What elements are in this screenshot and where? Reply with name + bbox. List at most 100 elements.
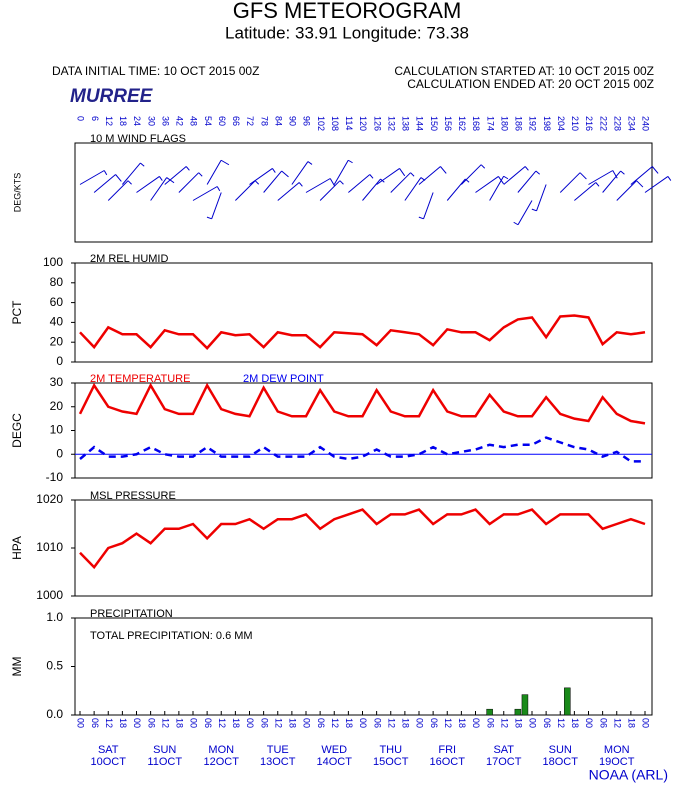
utc-hour-label: 12 (160, 718, 170, 728)
forecast-hour-label: 60 (217, 116, 227, 126)
bar (521, 694, 529, 716)
wind-flag (630, 166, 659, 185)
weekday-label: MON (604, 744, 630, 756)
weekday-label: THU (379, 744, 402, 756)
utc-hour-label: 12 (556, 718, 566, 728)
series-name: 2M DEW POINT (243, 373, 324, 385)
utc-hour-label: 18 (344, 718, 354, 728)
weekday-label: SUN (153, 744, 176, 756)
utc-hour-label: 18 (288, 718, 298, 728)
utc-hour-label: 06 (146, 718, 156, 728)
y-tick-label: 0.0 (46, 707, 63, 721)
wind-flag (489, 175, 509, 201)
y-tick-label: 1.0 (46, 610, 63, 624)
wind-flag (461, 164, 486, 185)
y-axis-label: HPA (10, 536, 24, 560)
date-label: 11OCT (147, 756, 182, 768)
subtitle: Latitude: 33.91 Longitude: 73.38 (225, 23, 469, 42)
forecast-hour-label: 168 (471, 116, 481, 131)
wind-flag (235, 180, 260, 201)
line-series (78, 382, 646, 425)
line-series (79, 508, 646, 570)
y-tick-label: 1020 (36, 492, 63, 506)
wind-flag (418, 166, 447, 185)
wind-flag (644, 176, 672, 193)
wind-flag (513, 200, 533, 226)
utc-hour-label: 18 (118, 718, 128, 728)
forecast-hour-label: 90 (288, 116, 298, 126)
panel-title: 10 M WIND FLAGS (90, 133, 186, 145)
forecast-hour-label: 198 (542, 116, 552, 131)
forecast-hour-label: 24 (132, 116, 142, 126)
series-name: PRECIPITATION (90, 608, 173, 620)
utc-hour-label: 00 (132, 718, 142, 728)
forecast-hour-label: 54 (203, 116, 213, 126)
forecast-hour-label: 174 (485, 116, 495, 131)
wind-flag (164, 166, 190, 185)
line-series (79, 436, 645, 463)
utc-hour-label: 00 (415, 718, 425, 728)
utc-hour-label: 00 (641, 718, 651, 728)
utc-hour-label: 18 (627, 718, 637, 728)
forecast-hour-label: 222 (598, 116, 608, 131)
forecast-hour-label: 96 (302, 116, 312, 126)
wind-flag (390, 172, 415, 193)
wind-flag (574, 182, 600, 201)
wind-flag (107, 180, 132, 201)
bar (486, 708, 493, 716)
calc-started: CALCULATION STARTED AT: 10 OCT 2015 00Z (394, 64, 654, 78)
forecast-hour-label: 126 (372, 116, 382, 131)
wind-flag (362, 178, 385, 201)
y-tick-label: -10 (46, 470, 64, 484)
wind-flag (277, 182, 303, 201)
wind-flag (291, 161, 313, 185)
utc-hour-label: 06 (485, 718, 495, 728)
utc-hour-label: 18 (175, 718, 185, 728)
location: MURREE (70, 86, 154, 107)
forecast-hour-label: 132 (386, 116, 396, 131)
utc-hour-label: 12 (386, 718, 396, 728)
utc-hour-label: 06 (203, 718, 213, 728)
utc-hour-label: 18 (514, 718, 524, 728)
forecast-hour-label: 72 (245, 116, 255, 126)
y-axis-label: PCT (10, 300, 24, 325)
forecast-hour-label: 150 (429, 116, 439, 131)
forecast-hour-label: 138 (401, 116, 411, 131)
y-axis-label: DEG/KTS (12, 173, 22, 213)
date-label: 16OCT (430, 756, 466, 768)
weekday-label: FRI (438, 744, 456, 756)
y-tick-label: 1010 (36, 540, 63, 554)
forecast-hour-label: 102 (316, 116, 326, 131)
date-label: 17OCT (486, 756, 522, 768)
date-label: 13OCT (260, 756, 296, 768)
forecast-hour-label: 186 (514, 116, 524, 131)
weekday-label: WED (321, 744, 347, 756)
wind-flag (192, 186, 221, 201)
wind-flag (150, 177, 175, 201)
forecast-hour-label: 48 (189, 116, 199, 126)
utc-hour-label: 06 (542, 718, 552, 728)
weekday-label: SAT (493, 744, 514, 756)
utc-hour-label: 00 (471, 718, 481, 728)
forecast-hour-label: 204 (556, 116, 566, 131)
utc-hour-label: 12 (330, 718, 340, 728)
wind-flag (178, 172, 203, 193)
forecast-hour-label: 66 (231, 116, 241, 126)
y-tick-label: 20 (50, 399, 64, 413)
bar (514, 708, 522, 716)
y-tick-label: 80 (50, 275, 64, 289)
series-name: 2M REL HUMID (90, 253, 168, 265)
wind-flag (333, 159, 353, 185)
forecast-hour-label: 108 (330, 116, 340, 131)
wind-flag (206, 159, 230, 185)
wind-flag (602, 170, 625, 193)
y-tick-label: 10 (50, 423, 64, 437)
y-tick-label: 0 (56, 354, 63, 368)
annotation: TOTAL PRECIPITATION: 0.6 MM (90, 630, 253, 642)
forecast-hour-label: 36 (160, 116, 170, 126)
forecast-hour-label: 216 (584, 116, 594, 131)
forecast-hour-label: 30 (146, 116, 156, 126)
utc-hour-label: 06 (598, 718, 608, 728)
y-tick-label: 1000 (36, 588, 63, 602)
utc-hour-label: 06 (259, 718, 269, 728)
